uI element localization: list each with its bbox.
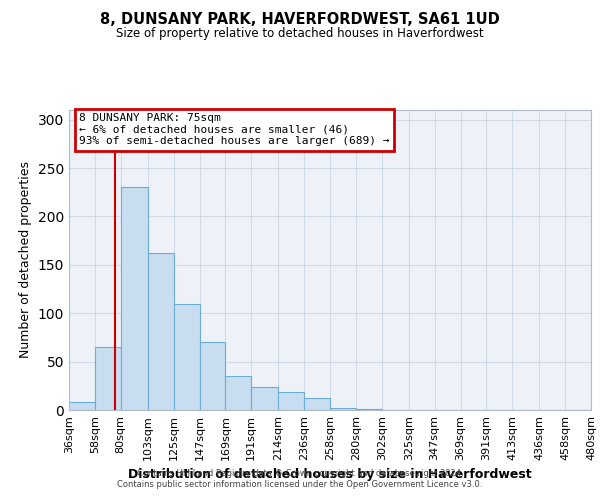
Bar <box>199 342 226 410</box>
Text: 8 DUNSANY PARK: 75sqm
← 6% of detached houses are smaller (46)
93% of semi-detac: 8 DUNSANY PARK: 75sqm ← 6% of detached h… <box>79 113 390 146</box>
X-axis label: Distribution of detached houses by size in Haverfordwest: Distribution of detached houses by size … <box>128 468 532 481</box>
Bar <box>95 347 121 410</box>
Y-axis label: Number of detached properties: Number of detached properties <box>19 162 32 358</box>
Bar <box>148 253 173 410</box>
Bar <box>278 392 304 410</box>
Bar <box>251 387 278 410</box>
Bar <box>591 409 600 410</box>
Bar <box>69 402 95 410</box>
Bar <box>121 188 148 410</box>
Text: Contains public sector information licensed under the Open Government Licence v3: Contains public sector information licen… <box>118 480 482 489</box>
Bar <box>304 398 330 410</box>
Bar <box>330 408 356 410</box>
Text: 8, DUNSANY PARK, HAVERFORDWEST, SA61 1UD: 8, DUNSANY PARK, HAVERFORDWEST, SA61 1UD <box>100 12 500 28</box>
Text: Size of property relative to detached houses in Haverfordwest: Size of property relative to detached ho… <box>116 28 484 40</box>
Text: Contains HM Land Registry data © Crown copyright and database right 2024.: Contains HM Land Registry data © Crown c… <box>137 468 463 477</box>
Bar <box>356 409 382 410</box>
Bar <box>173 304 199 410</box>
Bar <box>226 376 251 410</box>
